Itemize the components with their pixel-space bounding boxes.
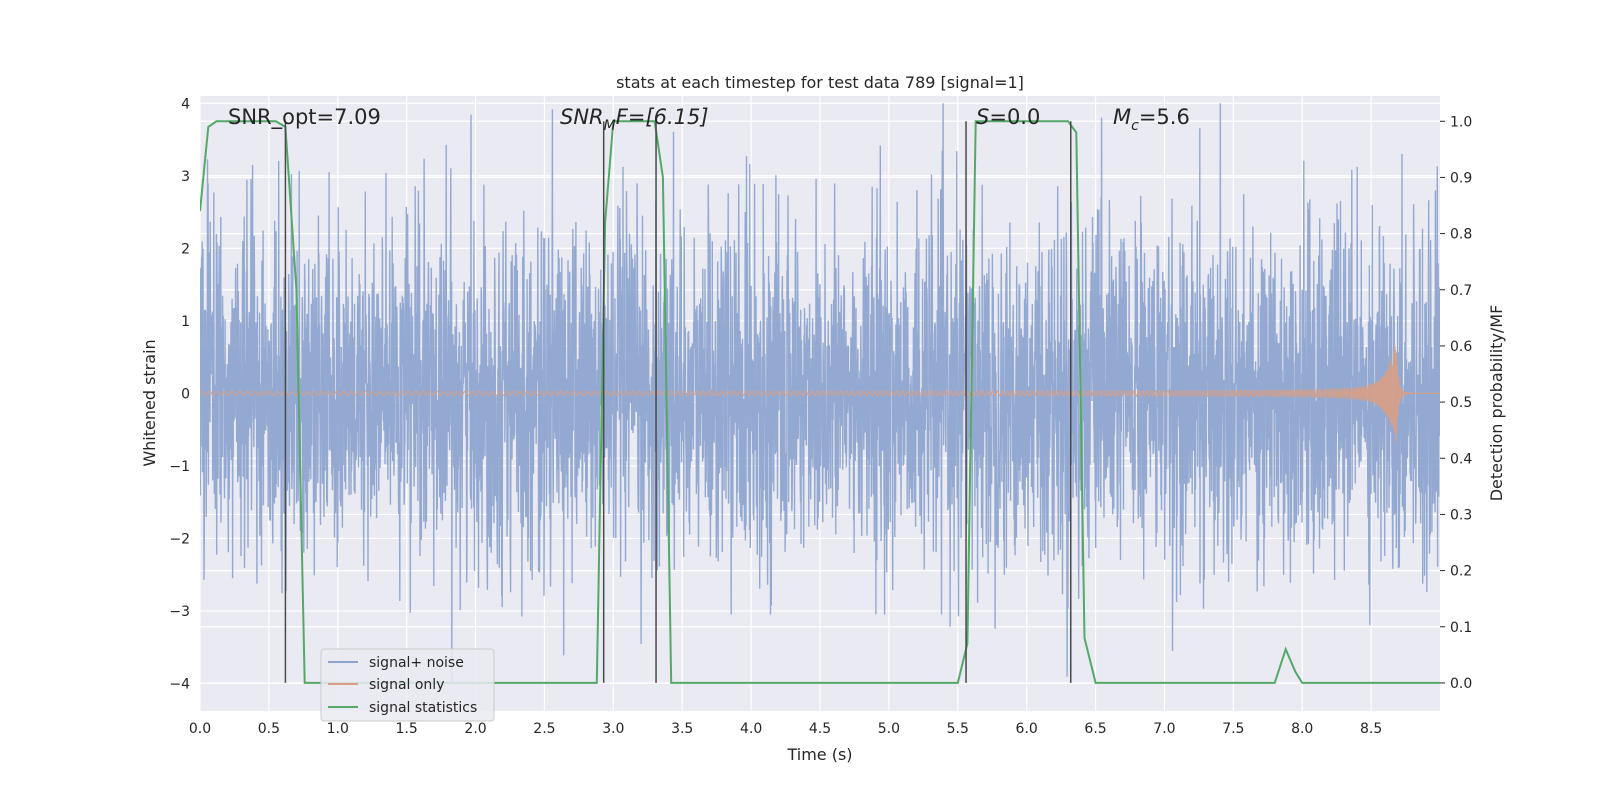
legend-label-signal-only: signal only	[369, 677, 444, 693]
annotation-snr-mf-rest: F=[6.15]	[616, 105, 709, 129]
y-tick-label: 3	[181, 169, 190, 185]
x-tick-label: 3.0	[602, 721, 624, 737]
y-tick-label: 4	[181, 96, 190, 112]
y2-tick-label: 1.0	[1450, 114, 1472, 130]
legend-label-signal-noise: signal+ noise	[369, 655, 464, 671]
series-signal-noise	[200, 103, 1440, 684]
annotation-mc-rest: =5.6	[1139, 105, 1190, 129]
x-tick-label: 2.5	[533, 721, 555, 737]
x-tick-label: 5.0	[878, 721, 900, 737]
y-tick-label: 2	[181, 241, 190, 257]
vertical-lines	[284, 121, 1072, 683]
series-layer	[200, 103, 1440, 684]
y-tick-label: 1	[181, 314, 190, 330]
x-tick-label: 8.5	[1360, 721, 1382, 737]
x-tick-label: 7.0	[1153, 721, 1175, 737]
x-tick-label: 7.5	[1222, 721, 1244, 737]
chart-title: stats at each timestep for test data 789…	[616, 73, 1024, 92]
y2-tick-label: 0.6	[1450, 339, 1472, 355]
legend-box	[320, 648, 495, 722]
annotation-s: S=0.0	[976, 105, 1040, 129]
y2-tick-label: 0.4	[1450, 451, 1472, 467]
y2-tick-label: 0.0	[1450, 676, 1472, 692]
y-tick-label: 0	[181, 386, 190, 402]
series-signal-statistics	[200, 120, 1440, 684]
y2-tick-label: 0.5	[1450, 395, 1472, 411]
annotation-snr-mf-base: SNR	[560, 105, 604, 129]
y2-ticks: 1.0 0.9 0.8 0.7 0.6 0.5 0.4 0.3 0.2 0.1 0.0	[1440, 114, 1472, 692]
y-ticks: 4 3 2 1 0 −1 −2 −3 −4	[169, 96, 190, 692]
y-tick-label: −2	[169, 531, 190, 547]
x-tick-label: 3.5	[671, 721, 693, 737]
series-signal-only	[200, 345, 1440, 443]
annotation-mc-base: M	[1113, 105, 1131, 129]
annotation-s-rest: =0.0	[989, 105, 1040, 129]
y-axis-label: Whitened strain	[140, 339, 159, 466]
annotation-mc-sub: c	[1131, 118, 1139, 134]
annotation-s-base: S	[976, 105, 989, 129]
y-tick-label: −4	[169, 676, 190, 692]
legend: signal+ noise signal only signal statist…	[320, 648, 495, 722]
y-tick-label: −3	[169, 604, 190, 620]
x-tick-label: 2.0	[464, 721, 486, 737]
y-tick-label: −1	[169, 459, 190, 475]
y2-tick-label: 0.2	[1450, 564, 1472, 580]
x-ticks: 0.0 0.5 1.0 1.5 2.0 2.5 3.0 3.5 4.0 4.5 5.0 5.5 6.0 6…	[189, 721, 1382, 737]
x-tick-label: 4.0	[740, 721, 762, 737]
x-tick-label: 0.0	[189, 721, 211, 737]
y2-tick-label: 0.9	[1450, 170, 1472, 186]
annotation-mc: Mc=5.6	[1113, 105, 1190, 134]
legend-label-signal-statistics: signal statistics	[369, 700, 477, 716]
x-tick-label: 4.5	[809, 721, 831, 737]
x-tick-label: 1.0	[327, 721, 349, 737]
annotation-snr-opt: SNR_opt=7.09	[228, 105, 381, 130]
y2-tick-label: 0.3	[1450, 507, 1472, 523]
x-tick-label: 8.0	[1291, 721, 1313, 737]
x-tick-label: 6.5	[1084, 721, 1106, 737]
x-tick-label: 0.5	[258, 721, 280, 737]
y2-tick-label: 0.8	[1450, 227, 1472, 243]
y2-axis-label: Detection probability/MF	[1487, 305, 1506, 502]
x-tick-label: 1.5	[396, 721, 418, 737]
y2-tick-label: 0.1	[1450, 620, 1472, 636]
x-tick-label: 5.5	[947, 721, 969, 737]
annotation-snr-mf: SNRMF=[6.15]	[560, 105, 709, 134]
x-tick-label: 6.0	[1016, 721, 1038, 737]
y2-tick-label: 0.7	[1450, 283, 1472, 299]
annotation-snr-mf-sub: M	[604, 118, 616, 134]
x-axis-label: Time (s)	[786, 745, 852, 764]
